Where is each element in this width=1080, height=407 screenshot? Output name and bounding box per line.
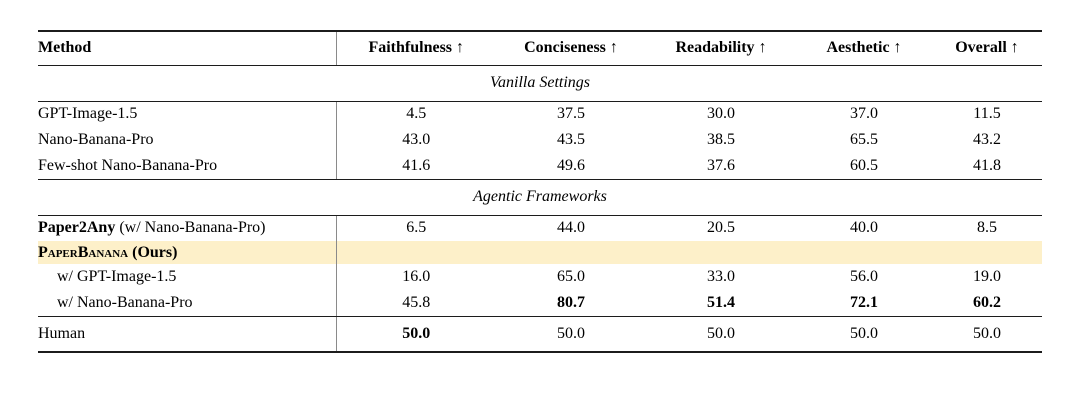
method-label-part: (Ours) xyxy=(128,243,178,261)
value-cell: 56.0 xyxy=(850,268,878,285)
section-header: Vanilla Settings xyxy=(38,65,1042,102)
value-cell xyxy=(932,241,1042,264)
value-cell: 65.5 xyxy=(850,131,878,148)
table-row-human: Human 50.0 50.0 50.0 50.0 50.0 xyxy=(38,316,1042,353)
method-label: GPT-Image-1.5 xyxy=(38,105,137,122)
column-header-overall: Overall ↑ xyxy=(932,30,1042,66)
value-cell: 43.2 xyxy=(973,131,1001,148)
table-row-gpt-image-1-5: GPT-Image-1.5 4.5 37.5 30.0 37.0 11.5 xyxy=(38,101,1042,127)
value-cell: 45.8 xyxy=(335,290,496,317)
method-label: Human xyxy=(38,325,85,342)
up-arrow-icon: ↑ xyxy=(754,39,767,57)
column-header-label: Conciseness xyxy=(524,39,606,57)
value-cell: 30.0 xyxy=(707,105,735,123)
method-cell: w/ GPT-Image-1.5 xyxy=(38,264,336,290)
column-header-label: Method xyxy=(38,39,92,57)
value-cell: 65.0 xyxy=(557,268,585,285)
method-label-part: (w/ Nano-Banana-Pro) xyxy=(115,219,266,237)
table-body: Vanilla Settings GPT-Image-1.5 4.5 37.5 30.0… xyxy=(38,65,1042,353)
value-cell: 8.5 xyxy=(977,219,997,237)
value-cell: 41.6 xyxy=(335,153,496,180)
method-label-part: Nano-Banana-Pro xyxy=(38,131,154,148)
section-row-vanilla-settings: Vanilla Settings xyxy=(38,65,1042,102)
method-label-part: w/ GPT-Image-1.5 xyxy=(57,268,177,285)
method-label-part: Human xyxy=(38,324,86,342)
column-header-label: Overall xyxy=(955,39,1007,57)
method-label: Few-shot Nano-Banana-Pro xyxy=(38,157,217,174)
results-table-container: Method Faithfulness ↑ Conciseness ↑ Readabi… xyxy=(38,30,1042,353)
value-cell: 37.6 xyxy=(646,153,796,180)
method-label-part: Few-shot Nano-Banana-Pro xyxy=(38,156,218,174)
method-label: Nano-Banana-Pro xyxy=(38,131,154,148)
method-cell: Paper2Any (w/ Nano-Banana-Pro) xyxy=(38,215,336,241)
value-cell: 41.8 xyxy=(932,153,1042,180)
value-cell: 6.5 xyxy=(335,215,496,241)
value-cell: 50.0 xyxy=(646,316,796,353)
value-cell: 80.7 xyxy=(496,290,646,317)
value-cell: 33.0 xyxy=(707,268,735,285)
value-cell: 44.0 xyxy=(557,219,585,237)
column-header-label: Readability xyxy=(675,39,755,57)
method-label-part: w/ Nano-Banana-Pro xyxy=(57,293,193,311)
section-row-agentic-frameworks: Agentic Frameworks xyxy=(38,179,1042,216)
value-cell: 40.0 xyxy=(850,219,878,237)
value-cell: 43.0 xyxy=(335,127,496,153)
method-label-part: Paper2Any xyxy=(38,219,116,237)
table-row-w-nano-banana-pro: w/ Nano-Banana-Pro 45.8 80.7 51.4 72.1 60.2 xyxy=(38,290,1042,317)
value-cell: 19.0 xyxy=(973,268,1001,285)
value-cell: 50.0 xyxy=(335,316,496,353)
method-cell: Nano-Banana-Pro xyxy=(38,127,336,153)
up-arrow-icon: ↑ xyxy=(452,39,465,57)
column-header-label: Aesthetic xyxy=(826,39,890,57)
value-cell: 49.6 xyxy=(496,153,646,180)
value-cell xyxy=(796,241,932,264)
value-cell xyxy=(496,241,646,264)
method-label-part: PaperBanana xyxy=(38,243,129,261)
table-row-few-shot-nano-banana-pro: Few-shot Nano-Banana-Pro 41.6 49.6 37.6 60.5… xyxy=(38,153,1042,180)
method-cell: Few-shot Nano-Banana-Pro xyxy=(38,153,336,180)
column-header-conciseness: Conciseness ↑ xyxy=(496,30,646,66)
up-arrow-icon: ↑ xyxy=(889,39,902,57)
table-row-paperbanana-ours: PaperBanana (Ours) xyxy=(38,241,1042,264)
table-row-nano-banana-pro: Nano-Banana-Pro 43.0 43.5 38.5 65.5 43.2 xyxy=(38,127,1042,153)
column-header-method: Method xyxy=(38,30,336,66)
value-cell: 50.0 xyxy=(796,316,932,353)
method-label-part: GPT-Image-1.5 xyxy=(38,105,138,123)
method-cell: GPT-Image-1.5 xyxy=(38,101,336,127)
method-label: Paper2Any (w/ Nano-Banana-Pro) xyxy=(38,219,266,236)
value-cell: 60.2 xyxy=(932,290,1042,317)
value-cell xyxy=(646,241,796,264)
value-cell: 50.0 xyxy=(496,316,646,353)
value-cell: 51.4 xyxy=(646,290,796,317)
table-row-paper2any-w-nano-banana-pro: Paper2Any (w/ Nano-Banana-Pro) 6.5 44.0 20.… xyxy=(38,215,1042,241)
value-cell: 72.1 xyxy=(796,290,932,317)
method-label: w/ GPT-Image-1.5 xyxy=(38,268,176,286)
method-cell: Human xyxy=(38,316,336,353)
value-cell: 20.5 xyxy=(707,219,735,237)
results-table: Method Faithfulness ↑ Conciseness ↑ Readabi… xyxy=(38,30,1042,353)
column-header-label: Faithfulness xyxy=(368,39,453,57)
method-cell: PaperBanana (Ours) xyxy=(38,241,336,264)
up-arrow-icon: ↑ xyxy=(1006,39,1019,57)
column-header-aesthetic: Aesthetic ↑ xyxy=(796,30,932,66)
value-cell: 50.0 xyxy=(932,316,1042,353)
value-cell: 16.0 xyxy=(335,264,496,290)
value-cell: 37.0 xyxy=(850,105,878,123)
value-cell: 43.5 xyxy=(557,131,585,148)
value-cell: 4.5 xyxy=(335,101,496,127)
value-cell xyxy=(335,241,496,264)
up-arrow-icon: ↑ xyxy=(605,39,618,57)
section-header: Agentic Frameworks xyxy=(38,179,1042,216)
value-cell: 38.5 xyxy=(707,131,735,148)
method-cell: w/ Nano-Banana-Pro xyxy=(38,290,336,317)
method-label: PaperBanana (Ours) xyxy=(38,244,177,261)
column-header-faithfulness: Faithfulness ↑ xyxy=(335,30,496,66)
value-cell: 60.5 xyxy=(796,153,932,180)
table-row-w-gpt-image-1-5: w/ GPT-Image-1.5 16.0 65.0 33.0 56.0 19.0 xyxy=(38,264,1042,290)
header-row: Method Faithfulness ↑ Conciseness ↑ Readabi… xyxy=(38,30,1042,66)
value-cell: 11.5 xyxy=(973,105,1001,123)
column-header-readability: Readability ↑ xyxy=(646,30,796,66)
method-label: w/ Nano-Banana-Pro xyxy=(38,294,193,312)
value-cell: 37.5 xyxy=(557,105,585,123)
